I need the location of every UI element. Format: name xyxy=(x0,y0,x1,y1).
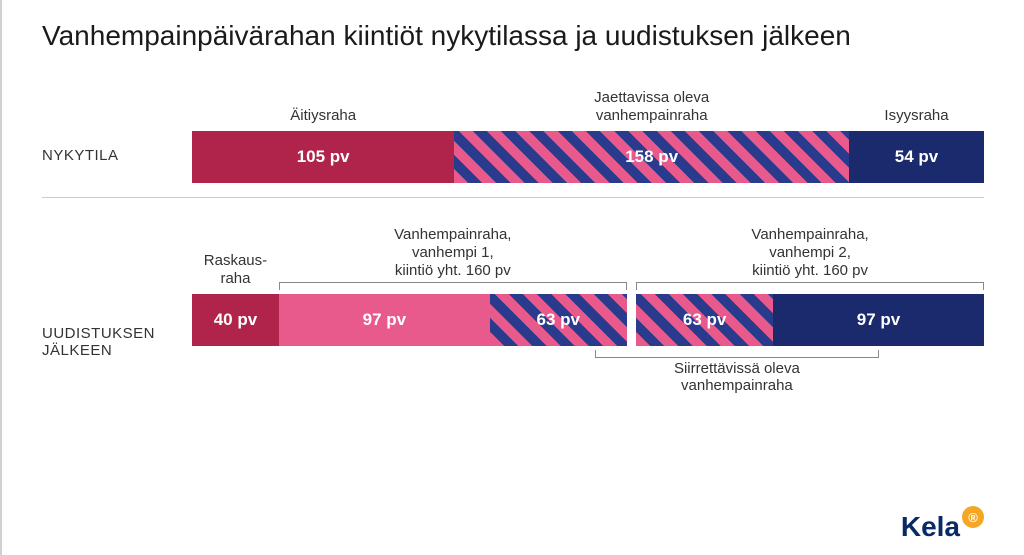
seg-row1-1: 158 pv xyxy=(454,131,849,183)
divider xyxy=(42,197,984,198)
chart-title: Vanhempainpäivärahan kiintiöt nykytilass… xyxy=(42,18,984,53)
row-label-2: UUDISTUKSEN JÄLKEEN xyxy=(42,253,192,359)
label-siirrettavissa: Siirrettävissä oleva vanhempainraha xyxy=(595,360,878,394)
seg-row2-0: 40 pv xyxy=(192,294,279,346)
seg-row1-0: 105 pv xyxy=(192,131,454,183)
row-label-1: NYKYTILA xyxy=(42,103,192,164)
label-row1-2: Isyysraha xyxy=(849,107,984,127)
bracket-bottom: Siirrettävissä oleva vanhempainraha xyxy=(595,350,878,394)
bar-nykytila: 105 pv158 pv54 pv xyxy=(192,131,984,183)
bracket-p1: Vanhempainraha, vanhempi 1, kiintiö yht.… xyxy=(279,226,627,290)
kela-logo: Kela ® xyxy=(901,511,984,543)
seg-row2-2: 63 pv xyxy=(490,294,627,346)
label-raskausraha: Raskaus- raha xyxy=(192,252,279,290)
row-nykytila: NYKYTILA ÄitiysrahaJaettavissa oleva van… xyxy=(42,83,984,183)
seg-row2-3: 63 pv xyxy=(636,294,773,346)
seg-row2-4: 97 pv xyxy=(773,294,984,346)
bracket-p2: Vanhempainraha, vanhempi 2, kiintiö yht.… xyxy=(636,226,984,290)
seg-row2-1: 97 pv xyxy=(279,294,490,346)
label-row1-1: Jaettavissa oleva vanhempainraha xyxy=(454,89,849,127)
logo-badge-icon: ® xyxy=(962,506,984,528)
label-row1-0: Äitiysraha xyxy=(192,107,454,127)
seg-row1-2: 54 pv xyxy=(849,131,984,183)
row-uudistus: UUDISTUKSEN JÄLKEEN Raskaus- rahaVanhemp… xyxy=(42,218,984,394)
bar-uudistus: 40 pv97 pv63 pv63 pv97 pv xyxy=(192,294,984,346)
